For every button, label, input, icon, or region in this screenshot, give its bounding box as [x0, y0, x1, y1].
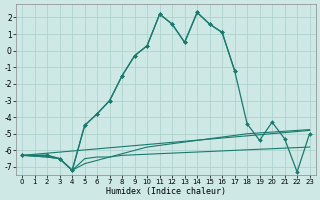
X-axis label: Humidex (Indice chaleur): Humidex (Indice chaleur) — [106, 187, 226, 196]
